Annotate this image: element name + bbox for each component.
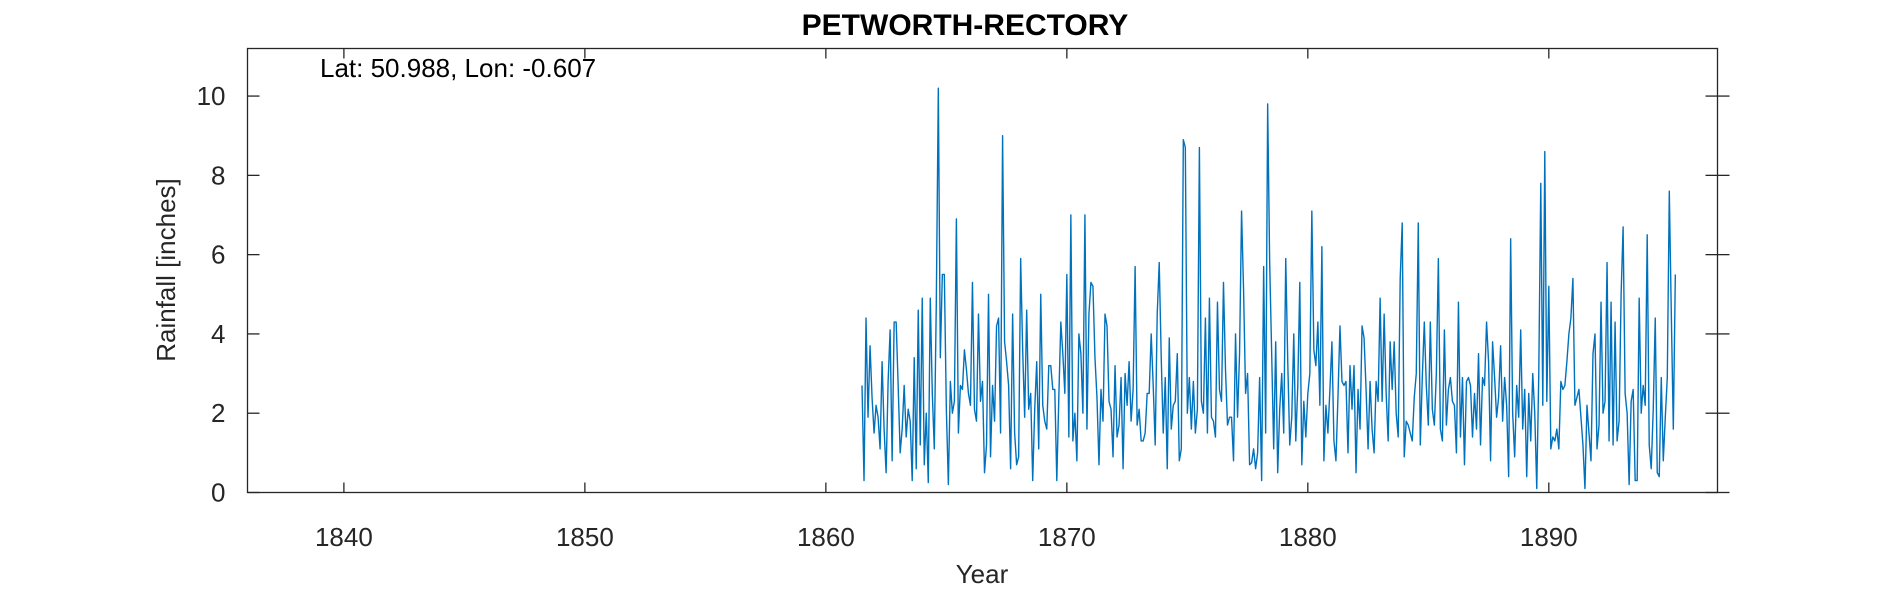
y-tick-label: 10 xyxy=(197,81,226,111)
plot-frame xyxy=(246,47,1719,494)
x-tick-label: 1870 xyxy=(1038,522,1096,552)
y-tick-label: 8 xyxy=(211,160,225,190)
x-tick-label: 1850 xyxy=(556,522,614,552)
y-axis-label: Rainfall [inches] xyxy=(151,178,181,362)
series-line-rainfall xyxy=(861,87,1677,490)
x-axis: 1840 1850 1860 1870 1880 1890 xyxy=(315,48,1578,552)
y-tick-label: 2 xyxy=(211,398,225,428)
x-tick-label: 1880 xyxy=(1279,522,1337,552)
location-annotation: Lat: 50.988, Lon: -0.607 xyxy=(320,53,596,83)
y-axis: 0 2 4 6 8 10 xyxy=(197,81,1730,508)
x-tick-label: 1890 xyxy=(1520,522,1578,552)
x-tick-label: 1860 xyxy=(797,522,855,552)
chart-title: PETWORTH-RECTORY xyxy=(802,9,1129,42)
y-tick-label: 4 xyxy=(211,319,225,349)
y-tick-label: 0 xyxy=(211,478,225,508)
y-tick-label: 6 xyxy=(211,240,225,270)
x-tick-label: 1840 xyxy=(315,522,373,552)
x-axis-label: Year xyxy=(956,559,1009,589)
